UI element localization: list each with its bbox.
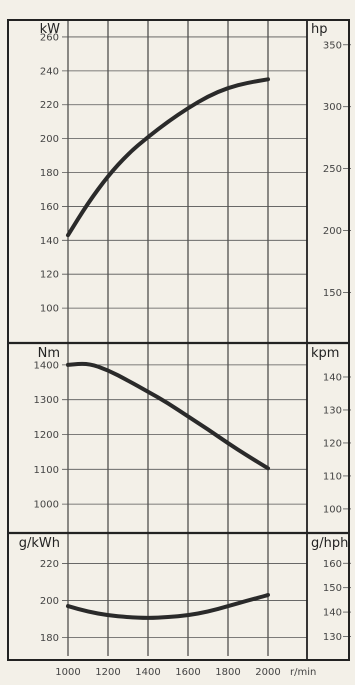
tick-label-torque-kpm-140: 140 bbox=[323, 372, 342, 383]
curves-layer bbox=[66, 77, 270, 620]
tick-label-consumption-200: 200 bbox=[40, 596, 59, 607]
tick-label-power-hp-150: 150 bbox=[323, 288, 342, 299]
x-tick-label-1200: 1200 bbox=[95, 667, 120, 678]
x-tick-label-1800: 1800 bbox=[215, 667, 240, 678]
tick-label-power-180: 180 bbox=[40, 168, 59, 179]
tick-label-power-hp-250: 250 bbox=[323, 164, 342, 175]
tick-label-torque-kpm-110: 110 bbox=[323, 471, 342, 482]
tick-label-power-200: 200 bbox=[40, 134, 59, 145]
tick-label-torque-1300: 1300 bbox=[34, 395, 59, 406]
outer-frame bbox=[7, 19, 350, 661]
tick-label-power-hp-300: 300 bbox=[323, 102, 342, 113]
curve-power bbox=[66, 77, 270, 238]
unit-label-power-hp: hp bbox=[311, 22, 328, 37]
tick-label-consumption-220: 220 bbox=[40, 559, 59, 570]
unit-label-power: kW bbox=[40, 22, 61, 37]
unit-label-consumption-ghph: g/hph bbox=[311, 536, 348, 551]
x-tick-label-1600: 1600 bbox=[175, 667, 200, 678]
labels-layer: kW hp Nm kpm g/kWh g/hph 1000 1200 1400 1600 1800 2… bbox=[19, 22, 349, 678]
x-axis-unit-label: r/min bbox=[290, 667, 316, 678]
tick-layer: 100 120 140 160 180 200 220 240 260 150 200 250 300 3… bbox=[34, 32, 351, 644]
unit-label-torque: Nm bbox=[38, 346, 60, 361]
unit-label-torque-kpm: kpm bbox=[311, 346, 339, 361]
curve-torque bbox=[66, 361, 270, 471]
tick-label-torque-1000: 1000 bbox=[34, 500, 59, 511]
tick-label-consumption-ghph-140: 140 bbox=[323, 608, 342, 619]
tick-label-torque-kpm-100: 100 bbox=[323, 504, 342, 515]
frame-layer bbox=[7, 19, 350, 661]
tick-label-power-240: 240 bbox=[40, 66, 59, 77]
tick-label-consumption-180: 180 bbox=[40, 633, 59, 644]
tick-label-power-220: 220 bbox=[40, 100, 59, 111]
tick-label-power-140: 140 bbox=[40, 236, 59, 247]
unit-label-consumption: g/kWh bbox=[19, 536, 60, 551]
tick-label-consumption-ghph-160: 160 bbox=[323, 559, 342, 570]
tick-label-power-hp-200: 200 bbox=[323, 226, 342, 237]
tick-label-torque-kpm-130: 130 bbox=[323, 405, 342, 416]
tick-label-power-260: 260 bbox=[40, 32, 59, 43]
tick-label-consumption-ghph-130: 130 bbox=[323, 632, 342, 643]
tick-label-power-100: 100 bbox=[40, 304, 59, 315]
tick-label-torque-kpm-120: 120 bbox=[323, 438, 342, 449]
tick-label-consumption-ghph-150: 150 bbox=[323, 583, 342, 594]
tick-label-torque-1100: 1100 bbox=[34, 465, 59, 476]
tick-label-power-hp-350: 350 bbox=[323, 40, 342, 51]
x-tick-label-2000: 2000 bbox=[255, 667, 280, 678]
x-tick-label-1400: 1400 bbox=[135, 667, 160, 678]
curve-consumption bbox=[66, 593, 270, 620]
x-tick-label-1000: 1000 bbox=[55, 667, 80, 678]
tick-label-torque-1200: 1200 bbox=[34, 430, 59, 441]
tick-label-power-160: 160 bbox=[40, 202, 59, 213]
tick-label-power-120: 120 bbox=[40, 270, 59, 281]
tick-label-torque-1400: 1400 bbox=[34, 360, 59, 371]
